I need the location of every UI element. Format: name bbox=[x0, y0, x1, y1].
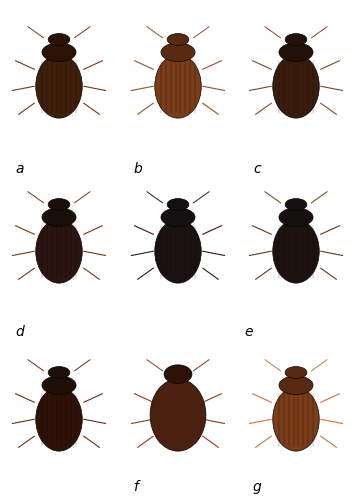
Ellipse shape bbox=[167, 198, 189, 210]
Ellipse shape bbox=[279, 376, 313, 394]
Text: e: e bbox=[244, 325, 252, 339]
Ellipse shape bbox=[36, 388, 82, 451]
Ellipse shape bbox=[285, 34, 307, 46]
Ellipse shape bbox=[42, 376, 76, 394]
Text: b: b bbox=[133, 162, 142, 176]
Ellipse shape bbox=[36, 54, 82, 118]
Ellipse shape bbox=[48, 366, 70, 378]
Ellipse shape bbox=[285, 366, 307, 378]
Ellipse shape bbox=[273, 54, 319, 118]
Ellipse shape bbox=[273, 220, 319, 283]
Ellipse shape bbox=[167, 34, 189, 46]
Text: a: a bbox=[15, 162, 23, 176]
Text: d: d bbox=[15, 325, 24, 339]
Text: f: f bbox=[133, 480, 138, 494]
Ellipse shape bbox=[161, 43, 195, 62]
Ellipse shape bbox=[155, 54, 201, 118]
Ellipse shape bbox=[279, 208, 313, 227]
Ellipse shape bbox=[164, 365, 192, 384]
Ellipse shape bbox=[161, 208, 195, 227]
Ellipse shape bbox=[42, 43, 76, 62]
Ellipse shape bbox=[48, 198, 70, 210]
Ellipse shape bbox=[155, 220, 201, 283]
Text: c: c bbox=[253, 162, 261, 176]
Ellipse shape bbox=[279, 43, 313, 62]
Ellipse shape bbox=[36, 220, 82, 283]
Ellipse shape bbox=[285, 198, 307, 210]
Text: g: g bbox=[253, 480, 262, 494]
Ellipse shape bbox=[42, 208, 76, 227]
Ellipse shape bbox=[273, 388, 319, 451]
Ellipse shape bbox=[150, 379, 206, 451]
Ellipse shape bbox=[48, 34, 70, 46]
